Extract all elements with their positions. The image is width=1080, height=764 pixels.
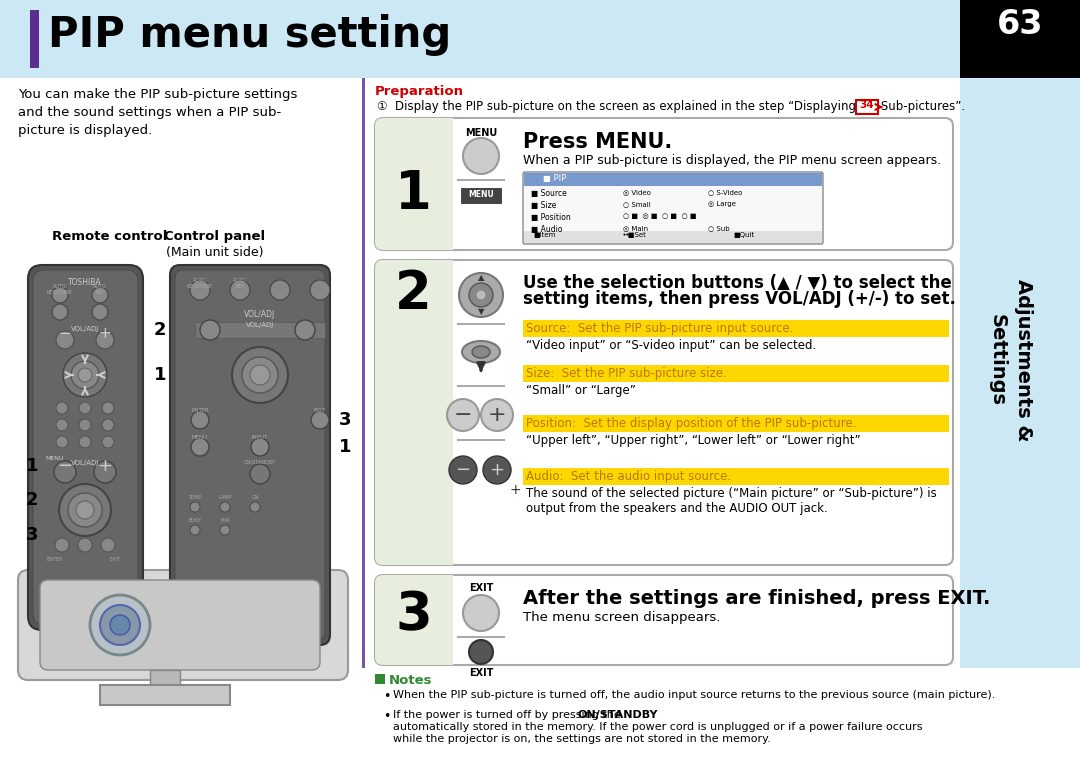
Polygon shape: [856, 100, 878, 114]
Text: −: −: [58, 326, 71, 342]
Circle shape: [102, 436, 114, 448]
Text: EXIT: EXIT: [469, 668, 494, 678]
Circle shape: [100, 605, 140, 645]
Text: ○ ■  ◎ ■  ○ ■  ○ ■: ○ ■ ◎ ■ ○ ■ ○ ■: [623, 213, 697, 219]
Circle shape: [249, 365, 270, 385]
Circle shape: [295, 320, 315, 340]
Circle shape: [447, 399, 480, 431]
Text: EXIT: EXIT: [469, 583, 494, 593]
Text: 2: 2: [153, 321, 166, 339]
Circle shape: [190, 502, 200, 512]
Circle shape: [483, 456, 511, 484]
Text: +: +: [489, 461, 504, 479]
Text: VOL/ADJ: VOL/ADJ: [244, 310, 275, 319]
Polygon shape: [523, 468, 949, 485]
Text: ■ Size: ■ Size: [531, 201, 556, 210]
Polygon shape: [960, 78, 1080, 668]
Text: (Main unit side): (Main unit side): [166, 246, 264, 259]
Text: MENU: MENU: [192, 435, 208, 440]
Text: You can make the PIP sub-picture settings
and the sound settings when a PIP sub-: You can make the PIP sub-picture setting…: [18, 88, 297, 137]
Text: The menu screen disappears.: The menu screen disappears.: [523, 611, 720, 624]
Ellipse shape: [462, 341, 500, 363]
Circle shape: [251, 438, 269, 456]
Circle shape: [79, 419, 91, 431]
Text: When the PIP sub-picture is turned off, the audio input source returns to the pr: When the PIP sub-picture is turned off, …: [393, 690, 996, 700]
Circle shape: [59, 484, 111, 536]
FancyBboxPatch shape: [18, 570, 348, 680]
Polygon shape: [524, 173, 822, 186]
Text: AUTO
KEY: AUTO KEY: [93, 284, 107, 295]
Circle shape: [449, 456, 477, 484]
Text: ▲: ▲: [477, 274, 484, 283]
Polygon shape: [524, 231, 822, 243]
Text: ON/STANDBY: ON/STANDBY: [578, 710, 659, 720]
Text: −: −: [454, 405, 472, 425]
Circle shape: [71, 361, 99, 389]
Ellipse shape: [472, 346, 490, 358]
Circle shape: [56, 402, 68, 414]
Text: LAMP: LAMP: [218, 495, 232, 500]
Text: Press MENU.: Press MENU.: [523, 132, 672, 152]
Text: EXIT: EXIT: [109, 557, 121, 562]
Text: Notes: Notes: [389, 674, 432, 687]
Text: Use the selection buttons (▲ / ▼) to select the: Use the selection buttons (▲ / ▼) to sel…: [523, 274, 951, 292]
Text: TOSHIBA: TOSHIBA: [68, 278, 102, 287]
Circle shape: [102, 402, 114, 414]
FancyBboxPatch shape: [375, 118, 450, 250]
FancyBboxPatch shape: [28, 265, 143, 630]
Text: Adjustments &
Settings: Adjustments & Settings: [987, 279, 1032, 442]
Polygon shape: [100, 685, 230, 705]
Circle shape: [270, 280, 291, 300]
Text: ■ Audio: ■ Audio: [531, 225, 563, 234]
Text: +: +: [97, 457, 112, 475]
Text: VOL/ADJ: VOL/ADJ: [246, 322, 274, 328]
Text: ○ Sub: ○ Sub: [708, 225, 730, 231]
Text: Size:  Set the PIP sub-picture size.: Size: Set the PIP sub-picture size.: [526, 367, 727, 380]
Circle shape: [79, 436, 91, 448]
Circle shape: [102, 538, 114, 552]
Circle shape: [68, 493, 102, 527]
Polygon shape: [30, 10, 39, 68]
Circle shape: [76, 501, 94, 519]
FancyBboxPatch shape: [523, 172, 823, 244]
Text: ○ S-Video: ○ S-Video: [708, 189, 742, 195]
Text: If the power is turned off by pressing the: If the power is turned off by pressing t…: [393, 710, 624, 720]
Circle shape: [63, 353, 107, 397]
Circle shape: [200, 320, 220, 340]
Circle shape: [96, 331, 114, 349]
Circle shape: [469, 283, 492, 307]
Polygon shape: [150, 670, 180, 690]
Text: VOL/ADJ: VOL/ADJ: [71, 326, 99, 332]
Circle shape: [52, 287, 68, 303]
FancyBboxPatch shape: [375, 575, 953, 665]
Circle shape: [249, 502, 260, 512]
Text: +: +: [488, 405, 507, 425]
Circle shape: [463, 595, 499, 631]
Circle shape: [232, 347, 288, 403]
Text: 1: 1: [26, 457, 38, 475]
Text: ◎ Video: ◎ Video: [623, 189, 651, 195]
Circle shape: [249, 464, 270, 484]
FancyBboxPatch shape: [375, 118, 953, 250]
Text: AUTO
KEYSTONE: AUTO KEYSTONE: [46, 284, 73, 295]
Polygon shape: [443, 118, 453, 250]
Text: automatically stored in the memory. If the power cord is unplugged or if a power: automatically stored in the memory. If t…: [393, 722, 922, 732]
FancyBboxPatch shape: [175, 270, 325, 640]
FancyBboxPatch shape: [33, 270, 138, 625]
Text: ON/STANDBY: ON/STANDBY: [244, 460, 275, 465]
Circle shape: [90, 595, 150, 655]
Text: while the projector is on, the settings are not stored in the memory.: while the projector is on, the settings …: [393, 734, 771, 744]
FancyBboxPatch shape: [375, 260, 450, 565]
Text: MENU: MENU: [45, 456, 64, 461]
Circle shape: [476, 290, 486, 300]
Text: ENTER: ENTER: [191, 408, 208, 413]
Text: When a PIP sub-picture is displayed, the PIP menu screen appears.: When a PIP sub-picture is displayed, the…: [523, 154, 941, 167]
Polygon shape: [523, 320, 949, 337]
Circle shape: [481, 399, 513, 431]
Text: TEMP: TEMP: [188, 495, 202, 500]
Text: 3: 3: [339, 411, 351, 429]
Circle shape: [110, 615, 130, 635]
Circle shape: [469, 640, 492, 664]
Text: 34: 34: [860, 100, 875, 110]
